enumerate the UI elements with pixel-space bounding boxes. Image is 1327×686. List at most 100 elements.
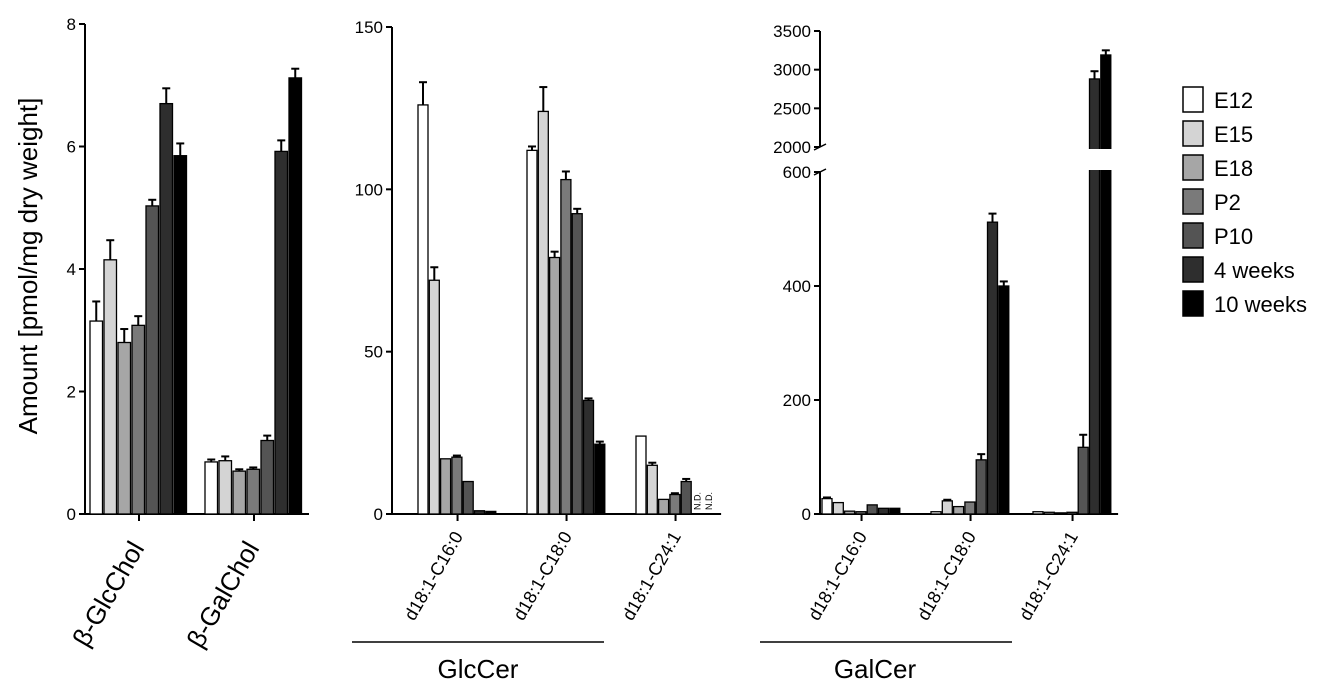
x-tick-label-glcchol: β-GlcChol (66, 536, 150, 652)
y-tick-label-2500: 2500 (773, 99, 811, 118)
bar-d18-1-c18-0-e15 (537, 110, 549, 515)
y-axis-label: Amount [pmol/mg dry weight] (13, 98, 43, 435)
y-tick-label-8: 8 (67, 15, 76, 34)
bar-glcchol-e15 (103, 259, 118, 515)
bar-d18-1-c18-0-p10 (975, 459, 987, 515)
bar-d18-1-c16-0-e15 (428, 279, 440, 515)
bar-d18-1-c18-0-p2 (560, 178, 572, 515)
x-tick-label-d18-1-c24-1: d18:1-C24:1 (618, 528, 685, 624)
bar-glcchol-p10 (145, 205, 160, 515)
bar-glcchol-e12 (89, 320, 104, 515)
bar-d18-1-c24-1-e18 (657, 498, 670, 515)
legend-swatch-e15 (1182, 120, 1204, 147)
bar-d18-1-c18-0-e15 (941, 500, 953, 515)
legend-label-4-weeks: 4 weeks (1214, 258, 1295, 283)
bar-d18-1-c24-1-p2 (1066, 511, 1078, 515)
y-tick-label-50: 50 (364, 343, 383, 362)
bar-d18-1-c16-0-e15 (832, 501, 844, 515)
x-tick-label-d18-1-c16-0: d18:1-C16:0 (804, 528, 871, 624)
bar-galchol-4-weeks (274, 150, 289, 515)
group-label-galcer: GalCer (834, 654, 917, 684)
y-tick-label-3000: 3000 (773, 61, 811, 80)
bar-d18-1-c18-0-10-weeks (594, 443, 606, 515)
bar-glcchol-4-weeks (159, 102, 174, 515)
bar-d18-1-c18-0-4-weeks (582, 399, 595, 515)
legend-item-10-weeks: 10 weeks (1182, 290, 1307, 317)
y-tick-label-100: 100 (355, 180, 383, 199)
legend-label-e18: E18 (1214, 156, 1253, 181)
y-tick-label-150: 150 (355, 18, 383, 37)
x-tick-label-d18-1-c16-0: d18:1-C16:0 (400, 528, 467, 624)
legend-label-e12: E12 (1214, 88, 1253, 113)
bar-d18-1-c16-0-e12 (417, 104, 429, 515)
legend-item-4-weeks: 4 weeks (1182, 256, 1295, 283)
legend-label-e15: E15 (1214, 122, 1253, 147)
y-tick-label-3500: 3500 (773, 22, 811, 41)
axis-break-mark-lower (813, 168, 827, 176)
bar-d18-1-c24-1-10-weeks (1100, 54, 1112, 515)
bar-d18-1-c24-1-e15 (1043, 511, 1055, 515)
bar-d18-1-c16-0-e18 (843, 510, 856, 515)
bar-d18-1-c18-0-p10 (571, 213, 583, 515)
legend-item-p10: P10 (1182, 222, 1253, 249)
bar-d18-1-c24-1-p2 (669, 493, 681, 515)
chart-panels: 0 2 4 6 8 β-GlcChol β-GalChol 0 50 100 150 d18:1-C1… (66, 15, 1120, 684)
y-tick-label-400: 400 (783, 277, 811, 296)
x-tick-label-galchol: β-GalChol (180, 536, 265, 653)
legend-label-10-weeks: 10 weeks (1214, 292, 1307, 317)
bar-d18-1-c24-1-p10 (1077, 446, 1089, 515)
bar-d18-1-c24-1-e18 (1054, 512, 1067, 515)
bar-d18-1-c16-0-p10 (866, 504, 878, 515)
y-tick-label-2000: 2000 (773, 138, 811, 157)
bar-glcchol-10-weeks (173, 155, 188, 515)
bar-d18-1-c24-1-4-weeks (1088, 78, 1101, 515)
bar-d18-1-c18-0-e18 (952, 505, 965, 515)
legend-label-p2: P2 (1214, 190, 1241, 215)
y-tick-label-200: 200 (783, 391, 811, 410)
annotation-nd-1: N.D. (693, 492, 703, 510)
y-tick-label-0: 0 (374, 505, 383, 524)
bar-d18-1-c18-0-e12 (526, 149, 538, 515)
x-tick-label-d18-1-c24-1: d18:1-C24:1 (1015, 528, 1082, 624)
group-label-glccer: GlcCer (438, 654, 519, 684)
legend-item-e12: E12 (1182, 86, 1253, 113)
legend-item-p2: P2 (1182, 188, 1241, 215)
bar-glcchol-e18 (117, 341, 132, 515)
bar-galchol-p2 (246, 468, 261, 515)
bar-d18-1-c18-0-p2 (964, 501, 976, 515)
bar-d18-1-c24-1-p10 (680, 480, 692, 515)
x-tick-label-d18-1-c18-0: d18:1-C18:0 (913, 528, 980, 624)
legend-label-p10: P10 (1214, 224, 1253, 249)
y-tick-label-2: 2 (67, 383, 76, 402)
y-tick-label-0: 0 (802, 505, 811, 524)
legend: E12 E15 E18 P2 P10 4 weeks 10 weeks (1182, 86, 1307, 317)
legend-swatch-4-weeks (1182, 256, 1204, 283)
bar-galchol-e12 (204, 461, 219, 515)
bar-d18-1-c18-0-e12 (930, 511, 942, 515)
legend-item-e18: E18 (1182, 154, 1253, 181)
panel-3: 0 200 400 600 2000 2500 3000 3500 d18:1-C16:0 d18… (760, 22, 1120, 684)
panel-2: 0 50 100 150 d18:1-C16:0 d18:1-C18:0 d18:1-C24… (352, 18, 722, 684)
bar-d18-1-c18-0-10-weeks (998, 285, 1010, 515)
bar-glcchol-p2 (131, 324, 146, 515)
bar-d18-1-c16-0-p2 (855, 511, 867, 515)
bar-galchol-e18 (232, 470, 247, 515)
bar-d18-1-c16-0-p2 (451, 456, 463, 515)
bar-d18-1-c16-0-4-weeks (877, 507, 890, 515)
bar-d18-1-c18-0-4-weeks (986, 221, 999, 515)
x-tick-label-d18-1-c18-0: d18:1-C18:0 (509, 528, 576, 624)
y-tick-label-0: 0 (67, 505, 76, 524)
bar-galchol-p10 (260, 439, 275, 515)
legend-swatch-p10 (1182, 222, 1204, 249)
legend-item-e15: E15 (1182, 120, 1253, 147)
axis-break-band (817, 149, 1120, 170)
bar-d18-1-c16-0-p10 (462, 480, 474, 515)
bar-d18-1-c16-0-4-weeks (473, 510, 486, 515)
bar-d18-1-c18-0-e18 (548, 256, 561, 515)
y-tick-label-6: 6 (67, 138, 76, 157)
legend-swatch-e18 (1182, 154, 1204, 181)
y-tick-label-600: 600 (783, 163, 811, 182)
legend-swatch-10-weeks (1182, 290, 1204, 317)
bar-d18-1-c16-0-e18 (439, 458, 452, 515)
